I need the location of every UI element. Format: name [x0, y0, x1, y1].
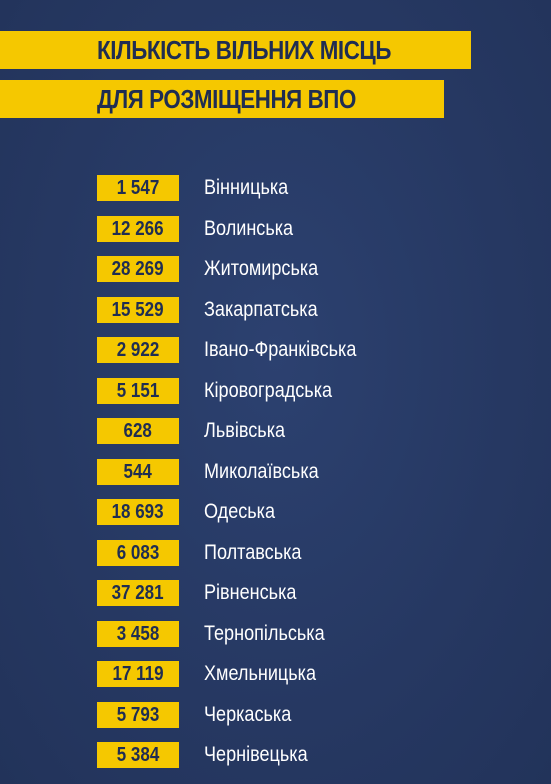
count-value: 6 083 [116, 541, 160, 564]
count-value: 3 458 [116, 622, 160, 645]
count-badge: 628 [97, 418, 179, 444]
list-item: 6 083 Полтавська [0, 539, 551, 568]
region-name: Хмельницька [204, 662, 317, 685]
count-value: 544 [123, 460, 153, 483]
count-badge: 12 266 [97, 215, 179, 242]
list-item: 5 793 Черкаська [0, 701, 551, 730]
count-badge: 3 458 [97, 620, 179, 647]
count-value: 12 266 [111, 217, 164, 240]
count-value: 37 281 [111, 582, 164, 604]
count-badge: 15 529 [97, 296, 179, 323]
count-value: 2 922 [116, 339, 160, 361]
region-name: Рівненська [204, 581, 297, 604]
count-value: 17 119 [112, 663, 164, 685]
count-badge: 5 793 [97, 701, 179, 728]
region-name: Черкаська [204, 702, 292, 726]
count-value: 5 793 [116, 703, 160, 726]
list-item: 5 384 Чернівецька [0, 742, 551, 770]
list-item: 628 Львівська [0, 418, 551, 446]
title-line-1-bar: КІЛЬКІСТЬ ВІЛЬНИХ МІСЦЬ [0, 31, 471, 69]
list-item: 28 269 Житомирська [0, 256, 551, 284]
region-name: Волинська [204, 216, 294, 240]
list-item: 5 151 Кіровоградська [0, 377, 551, 406]
region-name: Кіровоградська [204, 378, 333, 402]
count-value: 18 693 [111, 501, 164, 523]
count-badge: 5 384 [97, 742, 179, 768]
list-item: 12 266 Волинська [0, 215, 551, 244]
list-item: 15 529 Закарпатська [0, 296, 551, 325]
region-name: Миколаївська [204, 459, 319, 483]
count-value: 5 384 [116, 744, 160, 766]
count-badge: 28 269 [97, 256, 179, 282]
title-line-2-bar: ДЛЯ РОЗМІЩЕННЯ ВПО [0, 80, 444, 118]
region-name: Івано-Франківська [204, 338, 357, 361]
list-item: 18 693 Одеська [0, 499, 551, 527]
count-value: 1 547 [116, 177, 160, 199]
region-name: Львівська [204, 419, 286, 442]
count-badge: 37 281 [97, 580, 179, 606]
list-item: 3 458 Тернопільська [0, 620, 551, 649]
list-item: 37 281 Рівненська [0, 580, 551, 608]
region-name: Закарпатська [204, 297, 318, 321]
region-name: Полтавська [204, 540, 302, 564]
count-value: 5 151 [116, 379, 160, 402]
count-value: 28 269 [111, 258, 164, 280]
title-line-2: ДЛЯ РОЗМІЩЕННЯ ВПО [97, 84, 356, 114]
title-line-1: КІЛЬКІСТЬ ВІЛЬНИХ МІСЦЬ [97, 35, 391, 65]
region-name: Вінницька [204, 176, 289, 199]
count-badge: 6 083 [97, 539, 179, 566]
list-item: 544 Миколаївська [0, 458, 551, 487]
count-value: 15 529 [111, 298, 164, 321]
region-name: Одеська [204, 500, 276, 523]
count-badge: 2 922 [97, 337, 179, 363]
count-badge: 18 693 [97, 499, 179, 525]
count-badge: 5 151 [97, 377, 179, 404]
count-badge: 1 547 [97, 175, 179, 201]
list-item: 2 922 Івано-Франківська [0, 337, 551, 365]
count-badge: 544 [97, 458, 179, 485]
list-item: 17 119 Хмельницька [0, 661, 551, 689]
count-value: 628 [123, 420, 153, 442]
region-name: Житомирська [204, 257, 319, 280]
count-badge: 17 119 [97, 661, 179, 687]
region-name: Тернопільська [204, 621, 325, 645]
list-item: 1 547 Вінницька [0, 175, 551, 203]
region-name: Чернівецька [204, 743, 308, 766]
